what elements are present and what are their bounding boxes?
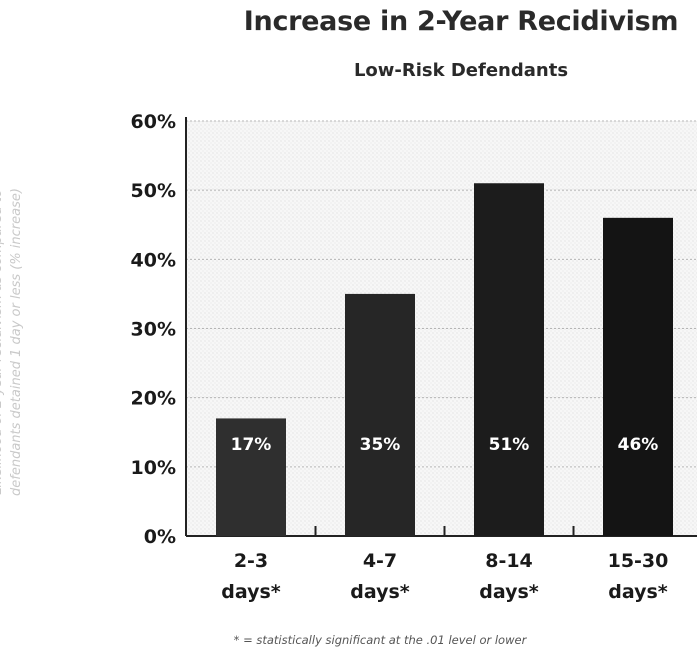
y-tick-label: 10% xyxy=(131,457,176,479)
x-tick-label: 8-14 xyxy=(485,550,533,572)
data-label: 35% xyxy=(360,435,401,455)
x-tick-label: 2-3 xyxy=(234,550,268,572)
labels: 0% 10% 20% 30% 40% 50% 60% 17% 2-3 days* 35% 4-7 day… xyxy=(131,111,669,603)
y-tick-label: 50% xyxy=(131,180,176,202)
bar xyxy=(216,418,286,536)
bar xyxy=(603,217,673,537)
x-tick-label: days* xyxy=(221,581,281,603)
y-tick-label: 20% xyxy=(131,388,176,410)
data-label: 17% xyxy=(231,435,272,455)
data-label: 51% xyxy=(489,435,530,455)
y-tick-label: 30% xyxy=(131,319,176,341)
x-tick-label: days* xyxy=(479,581,539,603)
bars xyxy=(216,183,673,537)
footnote: * = statistically significant at the .01… xyxy=(233,633,527,647)
y-tick-label: 60% xyxy=(131,111,176,133)
x-tick-label: days* xyxy=(350,581,410,603)
bar xyxy=(474,183,544,536)
x-tick-label: 15-30 xyxy=(608,550,669,572)
x-tick-label: 4-7 xyxy=(363,550,397,572)
y-tick-label: 40% xyxy=(131,249,176,271)
chart-subtitle: Low-Risk Defendants xyxy=(353,60,569,81)
bar xyxy=(345,293,415,536)
x-tick-label: days* xyxy=(608,581,668,603)
chart-title: Increase in 2-Year Recidivism xyxy=(243,6,679,37)
y-tick-label: 0% xyxy=(144,526,176,548)
data-label: 46% xyxy=(618,435,659,455)
